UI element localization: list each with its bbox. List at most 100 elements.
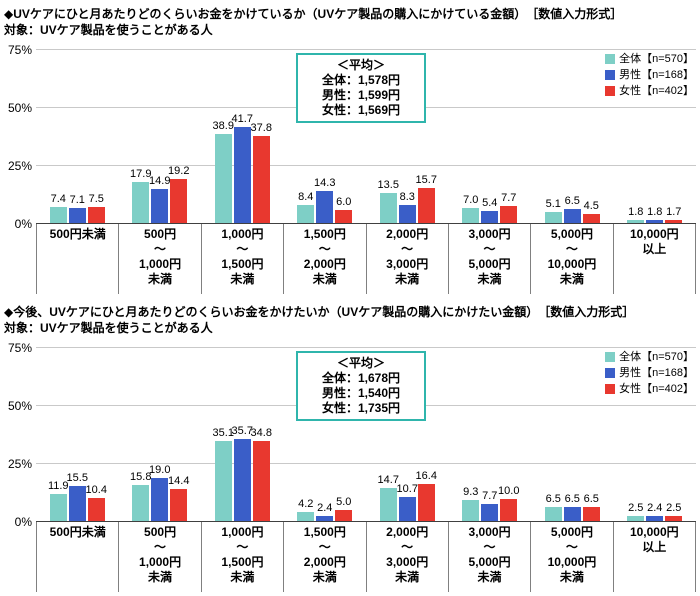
bar-wrap: 10.7 — [397, 348, 418, 522]
bar-group: 35.1 35.7 34.8 — [201, 348, 284, 522]
bar-wrap: 34.8 — [250, 348, 272, 522]
bar — [233, 439, 251, 522]
y-tick-label: 50% — [7, 399, 32, 413]
category-label: 5,000円～ 10,000円 未満 — [530, 522, 612, 592]
category-label: 2,000円～ 3,000円 未満 — [365, 224, 448, 294]
plot-wrap: 11.9 15.5 10.4 15.8 19.0 14.4 35.1 35.7 34.8 4.2 2… — [36, 347, 697, 592]
bar-wrap: 8.4 — [297, 50, 315, 224]
legend: 全体【n=570】 男性【n=168】女性【n=402】 — [605, 53, 694, 97]
bar-value-label: 9.3 — [463, 486, 479, 499]
bar-group: 7.0 5.4 7.7 — [449, 50, 532, 224]
chart-body: 0% 25% 50% 75% 11.9 15.5 10.4 15.8 19.0 14.4 35.1… — [4, 342, 697, 592]
chart-subtitle: 対象：UVケア製品を使うことがある人 — [4, 321, 213, 335]
bar-value-label: 1.8 — [628, 205, 644, 218]
bar-wrap: 2.4 — [316, 348, 334, 522]
bar — [68, 486, 86, 522]
bar-value-label: 2.4 — [317, 502, 333, 515]
bar-wrap: 14.7 — [377, 348, 399, 522]
chart-title: ◆UVケアにひと月あたりどのくらいお金をかけているか（UVケア製品の購入にかけて… — [4, 7, 623, 21]
bar-group: 11.9 15.5 10.4 — [36, 348, 119, 522]
bar-value-label: 7.0 — [463, 193, 479, 206]
bar-wrap: 35.1 — [213, 348, 234, 522]
bar — [297, 512, 315, 522]
bar-value-label: 6.5 — [583, 492, 599, 505]
bar-value-label: 1.8 — [647, 205, 663, 218]
legend-swatch — [605, 70, 616, 80]
legend-swatch — [605, 384, 616, 394]
bar-value-label: 6.5 — [564, 492, 580, 505]
bar — [582, 213, 600, 224]
bar-wrap: 8.3 — [398, 50, 416, 224]
bar — [379, 192, 397, 224]
y-tick-label: 25% — [7, 159, 32, 173]
bar-wrap: 37.8 — [250, 50, 272, 224]
bar-value-label: 14.7 — [377, 473, 399, 486]
bar-wrap: 6.5 — [563, 348, 581, 522]
bar-value-label: 16.4 — [415, 469, 437, 482]
category-label: 500円未満 — [36, 522, 118, 592]
bar-value-label: 15.8 — [130, 471, 152, 484]
bar-wrap: 17.9 — [130, 50, 151, 224]
average-box-line: 女性：1,735円 — [321, 401, 401, 415]
y-tick-label: 0% — [14, 217, 32, 231]
bar — [500, 206, 518, 224]
bar — [462, 500, 480, 522]
bar — [87, 497, 105, 522]
legend: 全体【n=570】 男性【n=168】 女性【n=402】 — [605, 351, 694, 395]
bar-wrap: 5.4 — [481, 50, 499, 224]
y-axis: 0% 25% 50% 75% — [4, 342, 36, 528]
gridline — [36, 49, 696, 50]
category-label: 10,000円 以上 — [612, 224, 696, 294]
legend-label: 全体【n=570】 — [619, 53, 694, 65]
bar — [398, 204, 416, 224]
category-label: 3,000円～ 5,000円 未満 — [447, 522, 530, 592]
bar — [87, 206, 105, 224]
bar — [335, 510, 353, 522]
x-axis-line — [36, 521, 696, 522]
y-axis: 0% 25% 50% 75% — [4, 44, 36, 230]
bar — [646, 516, 664, 522]
bar-value-label: 19.0 — [149, 463, 171, 476]
bar-wrap: 35.7 — [232, 348, 253, 522]
bar — [563, 506, 581, 522]
bar — [665, 516, 683, 522]
chart-subtitle: 対象：UVケア製品を使うことがある人 — [4, 23, 213, 37]
average-box-line: 男性：1,599円 — [321, 88, 401, 102]
bar — [132, 485, 150, 522]
legend-item: 女性【n=402】 — [605, 85, 694, 97]
bar-group: 1.8 1.8 1.7 — [614, 50, 697, 224]
bar-value-label: 4.2 — [298, 498, 314, 511]
bar-wrap: 7.5 — [87, 50, 105, 224]
y-tick-label: 25% — [7, 457, 32, 471]
bar — [132, 182, 150, 224]
bar — [627, 219, 645, 224]
bar — [170, 179, 188, 224]
bar-wrap: 5.1 — [544, 50, 562, 224]
bar-wrap: 2.4 — [646, 348, 664, 522]
bar-group: 2.5 2.4 2.5 — [614, 348, 697, 522]
bar-wrap: 2.5 — [665, 348, 683, 522]
x-axis-labels: 500円未満 500円～ 1,000円 未満 1,000円～ 1,500円 未満 1,500円… — [36, 224, 696, 294]
bar-group: 13.5 8.3 15.7 — [366, 50, 449, 224]
bar — [627, 516, 645, 522]
category-label: 10,000円 以上 — [612, 522, 696, 592]
bar-value-label: 10.4 — [85, 483, 107, 496]
bar — [233, 127, 251, 224]
bar-value-label: 34.8 — [250, 427, 272, 440]
bar-value-label: 37.8 — [250, 122, 272, 135]
bar-wrap: 11.9 — [47, 348, 69, 522]
bar — [170, 488, 188, 522]
bar-wrap: 7.7 — [481, 348, 499, 522]
bar-value-label: 6.5 — [564, 194, 580, 207]
bar-value-label: 19.2 — [168, 165, 190, 178]
legend-label: 男性【n=168】 — [619, 69, 694, 81]
legend-item: 男性【n=168】 — [605, 69, 694, 81]
bar — [544, 506, 562, 522]
legend-item: 女性【n=402】 — [605, 383, 694, 395]
bar-wrap: 15.7 — [416, 50, 437, 224]
bar-value-label: 7.4 — [50, 192, 66, 205]
legend-swatch — [605, 352, 616, 362]
bar-value-label: 11.9 — [47, 480, 69, 493]
bar-value-label: 2.5 — [666, 502, 682, 515]
average-box-line: 女性：1,569円 — [321, 103, 401, 117]
